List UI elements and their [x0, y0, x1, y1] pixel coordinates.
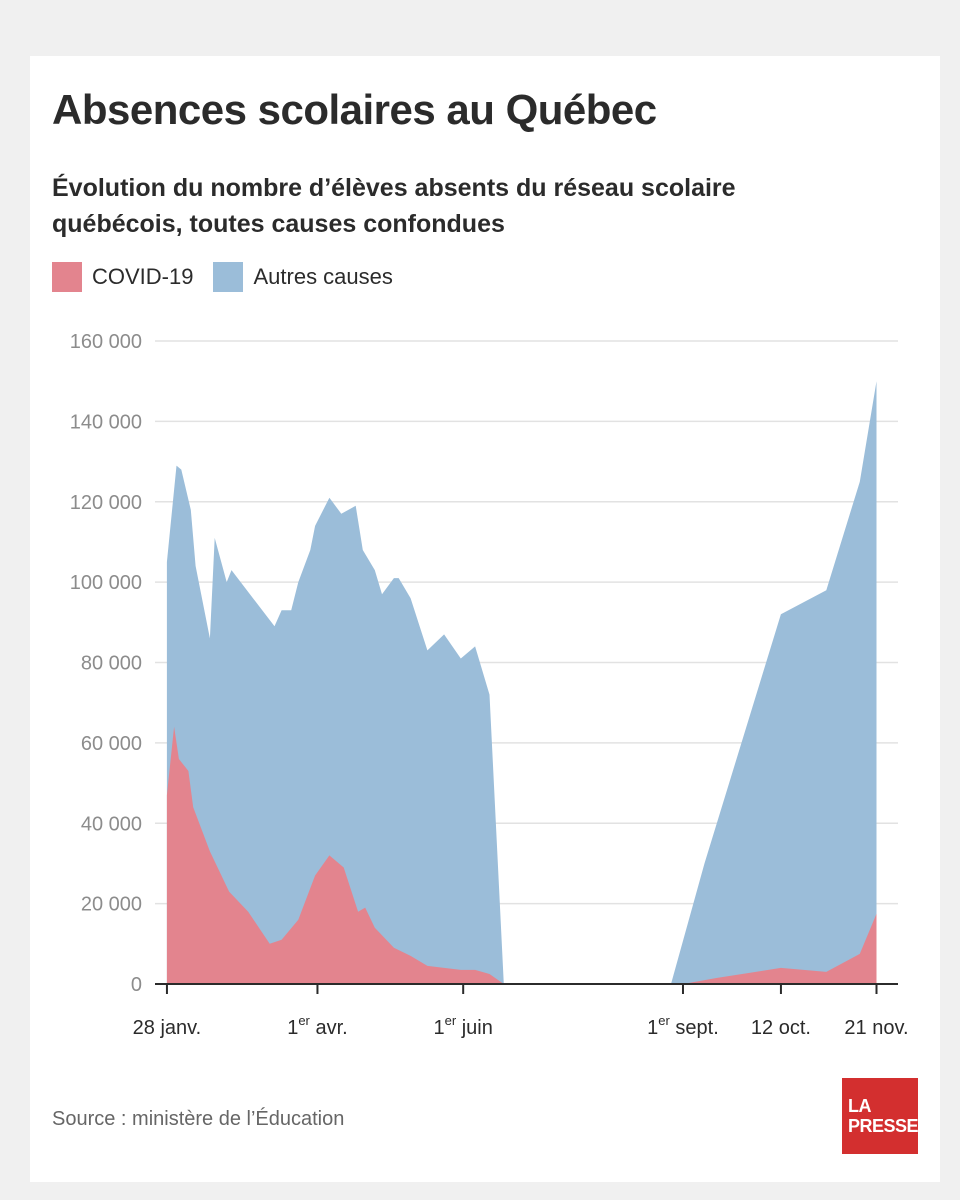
legend-swatch-autres — [213, 262, 244, 292]
legend-label-autres: Autres causes — [253, 264, 393, 289]
y-tick-label: 160 000 — [70, 331, 142, 353]
x-tick-label: 12 oct. — [751, 1017, 811, 1039]
legend-swatch-covid — [52, 262, 82, 292]
y-tick-label: 40 000 — [81, 813, 142, 835]
y-tick-label: 100 000 — [70, 572, 142, 594]
la-presse-logo: LA PRESSE — [842, 1078, 919, 1154]
y-tick-label: 20 000 — [81, 894, 142, 916]
y-tick-label: 0 — [131, 974, 142, 996]
y-tick-label: 120 000 — [70, 492, 142, 514]
x-tick-label: 1er juin — [433, 1013, 492, 1039]
legend-item-covid: COVID-19 — [52, 262, 193, 292]
x-tick-label: 1er avr. — [287, 1013, 347, 1039]
area-autres-causes-1 — [671, 381, 877, 984]
chart-title: Absences scolaires au Québec — [52, 86, 657, 133]
x-tick-label: 1er sept. — [647, 1013, 719, 1039]
y-tick-label: 140 000 — [70, 411, 142, 433]
source-note: Source : ministère de l’Éducation — [52, 1108, 345, 1130]
x-tick-label: 28 janv. — [133, 1017, 202, 1039]
logo-line-1: LA — [848, 1096, 872, 1116]
chart-subtitle: Évolution du nombre d’élèves absents du … — [52, 174, 736, 238]
x-tick-label: 21 nov. — [844, 1017, 908, 1039]
area-covid-19-2 — [166, 726, 504, 984]
y-tick-label: 60 000 — [81, 733, 142, 755]
legend: COVID-19 Autres causes — [52, 262, 413, 292]
area-autres-causes-0 — [166, 465, 504, 985]
logo-line-2: PRESSE — [848, 1116, 919, 1136]
y-tick-label: 80 000 — [81, 653, 142, 675]
legend-item-autres: Autres causes — [213, 262, 393, 292]
legend-label-covid: COVID-19 — [92, 264, 194, 289]
area-covid-19-3 — [683, 913, 877, 984]
